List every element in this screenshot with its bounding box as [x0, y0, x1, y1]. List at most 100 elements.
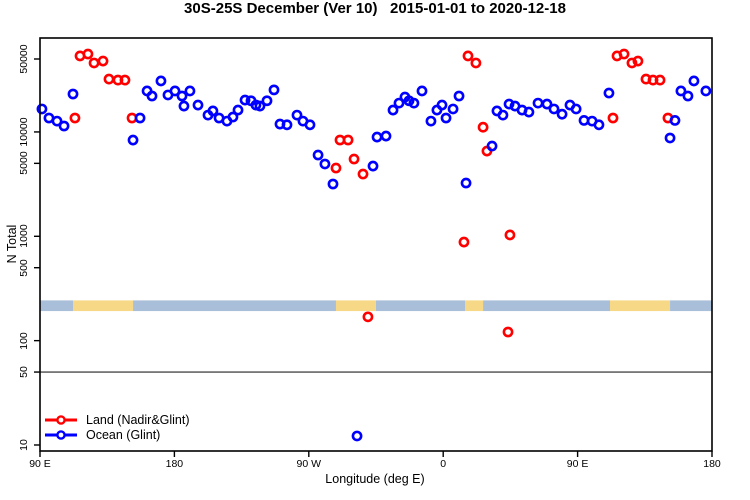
- ocean-series-icon: [45, 429, 77, 440]
- legend-label-land: Land (Nadir&Glint): [86, 412, 190, 427]
- data-point-ocean: [184, 85, 196, 97]
- data-point-ocean: [548, 103, 560, 115]
- data-point-ocean: [541, 98, 553, 110]
- surface-band-segment-land: [73, 300, 134, 312]
- data-point-ocean: [319, 158, 331, 170]
- data-point-ocean: [312, 149, 324, 161]
- legend-item-ocean: Ocean (Glint): [44, 427, 190, 442]
- y-axis-title: N Total: [5, 224, 19, 264]
- y-tick-label: 10: [18, 439, 30, 451]
- data-point-land: [362, 311, 374, 323]
- data-point-land: [632, 55, 644, 67]
- data-point-land: [69, 112, 81, 124]
- data-point-ocean: [134, 112, 146, 124]
- surface-band-segment-ocean: [376, 300, 466, 312]
- data-point-land: [103, 73, 115, 85]
- data-point-land: [477, 121, 489, 133]
- data-point-ocean: [192, 99, 204, 111]
- x-axis-title: Longitude (deg E): [325, 472, 425, 486]
- data-point-ocean: [593, 119, 605, 131]
- data-point-ocean: [67, 88, 79, 100]
- data-point-land: [97, 55, 109, 67]
- surface-band-segment-ocean: [483, 300, 611, 312]
- y-tick-label: 100: [18, 331, 30, 350]
- land-legend-circle: [56, 414, 66, 425]
- data-point-ocean: [380, 130, 392, 142]
- data-point-ocean: [304, 119, 316, 131]
- surface-band-segment-land: [335, 300, 376, 312]
- data-point-ocean: [425, 115, 437, 127]
- data-point-ocean: [682, 90, 694, 102]
- data-point-ocean: [523, 106, 535, 118]
- x-tick-label: 90 E: [566, 458, 589, 470]
- data-point-ocean: [669, 114, 681, 126]
- data-point-ocean: [207, 105, 219, 117]
- data-point-ocean: [460, 177, 472, 189]
- data-point-land: [82, 48, 94, 60]
- surface-band-segment-ocean: [40, 300, 74, 312]
- data-point-land: [342, 134, 354, 146]
- x-tick-label: 180: [703, 458, 721, 470]
- data-point-land: [470, 57, 482, 69]
- data-point-land: [504, 229, 516, 241]
- y-tick-label: 10000: [18, 117, 30, 147]
- legend: Land (Nadir&Glint) Ocean (Glint): [44, 412, 190, 442]
- x-tick-label: 180: [165, 458, 184, 470]
- data-point-ocean: [497, 109, 509, 121]
- data-point-ocean: [440, 112, 452, 124]
- data-point-ocean: [371, 131, 383, 143]
- data-point-ocean: [227, 111, 239, 123]
- data-point-ocean: [178, 100, 190, 112]
- y-tick-label: 50000: [18, 44, 30, 74]
- chart-title: 30S-25S December (Ver 10) 2015-01-01 to …: [184, 0, 566, 17]
- x-tick-label: 0: [440, 458, 447, 470]
- data-point-ocean: [387, 104, 399, 116]
- ocean-legend-circle: [56, 429, 66, 440]
- land-series-icon: [45, 414, 77, 425]
- data-point-ocean: [281, 119, 293, 131]
- surface-band-segment-land: [610, 300, 671, 312]
- data-point-ocean: [688, 75, 700, 87]
- data-point-ocean: [367, 160, 379, 172]
- surface-band-segment-ocean: [670, 300, 712, 312]
- data-point-land: [88, 57, 100, 69]
- data-point-ocean: [254, 100, 266, 112]
- x-tick-label: 90 E: [29, 458, 51, 470]
- data-point-ocean: [176, 90, 188, 102]
- data-point-ocean: [232, 104, 244, 116]
- data-point-ocean: [239, 94, 251, 106]
- data-point-ocean: [664, 132, 676, 144]
- data-point-land: [348, 153, 360, 165]
- data-point-ocean: [453, 90, 465, 102]
- data-point-land: [607, 112, 619, 124]
- data-point-ocean: [146, 90, 158, 102]
- data-point-land: [618, 48, 630, 60]
- data-point-ocean: [155, 75, 167, 87]
- data-point-ocean: [486, 140, 498, 152]
- data-point-land: [654, 74, 666, 86]
- data-point-ocean: [408, 97, 420, 109]
- data-point-land: [626, 57, 638, 69]
- data-point-ocean: [58, 120, 70, 132]
- data-point-ocean: [532, 97, 544, 109]
- data-point-land: [462, 50, 474, 62]
- data-point-ocean: [416, 85, 428, 97]
- data-point-ocean: [447, 103, 459, 115]
- data-point-ocean: [268, 84, 280, 96]
- legend-item-land: Land (Nadir&Glint): [44, 412, 190, 427]
- data-point-ocean: [700, 85, 712, 97]
- data-point-ocean: [603, 87, 615, 99]
- legend-label-ocean: Ocean (Glint): [86, 427, 161, 442]
- surface-band-segment-ocean: [133, 300, 336, 312]
- data-point-ocean: [291, 109, 303, 121]
- data-point-ocean: [393, 97, 405, 109]
- data-point-ocean: [169, 85, 181, 97]
- data-point-ocean: [127, 134, 139, 146]
- data-point-ocean: [36, 103, 48, 115]
- x-tick-label: 90 W: [296, 458, 322, 470]
- data-point-land: [357, 168, 369, 180]
- data-point-ocean: [436, 99, 448, 111]
- data-point-ocean: [261, 95, 273, 107]
